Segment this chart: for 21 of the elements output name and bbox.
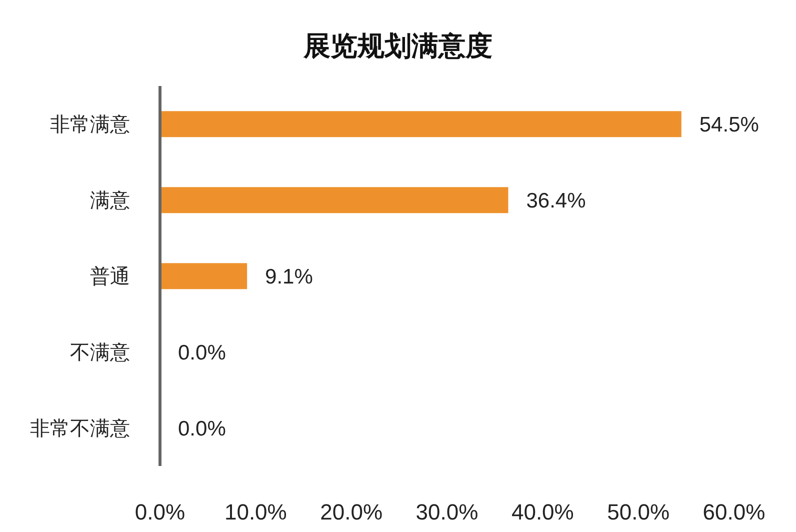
bar	[160, 263, 248, 290]
bar	[160, 111, 682, 138]
y-tick-label: 普通	[90, 265, 130, 288]
x-tick-label: 20.0%	[320, 500, 383, 525]
y-tick-label: 非常满意	[50, 114, 130, 136]
x-tick-label: 0.0%	[134, 500, 186, 525]
x-tick-label: 60.0%	[702, 500, 766, 525]
x-tick-label: 40.0%	[511, 500, 574, 525]
bar	[160, 187, 508, 214]
y-tick-label: 不满意	[70, 342, 130, 364]
data-label: 36.4%	[526, 189, 586, 212]
data-label: 9.1%	[265, 265, 313, 288]
data-label: 0.0%	[178, 341, 226, 364]
x-tick-label: 10.0%	[224, 500, 287, 525]
data-label: 0.0%	[178, 417, 226, 440]
chart-title: 展览规划满意度	[304, 30, 492, 63]
x-tick-label: 30.0%	[416, 500, 478, 525]
data-label: 54.5%	[699, 113, 759, 136]
y-tick-label: 满意	[90, 190, 130, 212]
y-tick-label: 非常不满意	[30, 418, 130, 440]
x-tick-label: 50.0%	[607, 500, 670, 525]
